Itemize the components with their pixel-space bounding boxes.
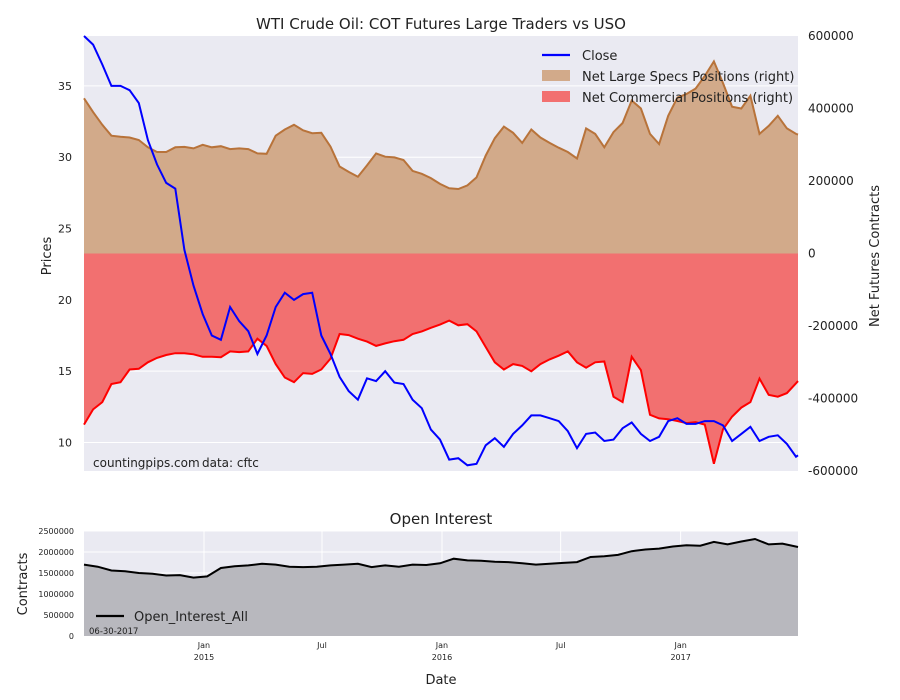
oi-legend: Open_Interest_All — [96, 610, 248, 625]
oi-x-tick-label: Jan — [435, 641, 448, 650]
series-line-close — [83, 35, 799, 467]
right-y-axis-label: Net Futures Contracts — [868, 185, 883, 327]
right-y-tick-label: -200000 — [808, 319, 858, 333]
legend-label-close: Close — [582, 49, 617, 64]
oi-y-tick-label: 2500000 — [38, 527, 74, 536]
legend-label-commercial: Net Commercial Positions (right) — [582, 91, 793, 106]
legend-swatch-commercial — [542, 91, 570, 102]
series-line-open-interest — [83, 537, 799, 579]
right-y-tick-label: 0 — [808, 247, 816, 261]
series-area-net-large-specs — [84, 61, 798, 254]
legend-swatch-specs — [542, 70, 570, 81]
left-y-tick-label: 15 — [58, 365, 72, 378]
left-y-tick-label: 30 — [58, 151, 72, 164]
watermark-source: data: cftc — [202, 456, 259, 470]
oi-date-note: 06-30-2017 — [89, 627, 138, 637]
legend-label-open-interest: Open_Interest_All — [134, 610, 248, 625]
left-y-tick-label: 35 — [58, 80, 72, 93]
oi-x-ticks: Jan 2015 Jul Jan 2016 Jul Jan 2017 — [194, 641, 691, 662]
oi-x-tick-label: Jan — [673, 641, 686, 650]
watermark-site: countingpips.com — [93, 456, 200, 470]
left-y-tick-label: 25 — [58, 223, 72, 236]
oi-y-axis-label: Contracts — [16, 552, 31, 615]
series-line-net-large-specs — [83, 59, 799, 191]
oi-x-tick-sublabel: 2015 — [194, 653, 214, 662]
oi-area-series — [83, 537, 799, 636]
oi-y-tick-label: 1500000 — [38, 569, 74, 578]
main-line-series — [83, 35, 799, 467]
main-area-series — [84, 61, 798, 464]
right-y-tick-label: 400000 — [808, 102, 854, 116]
oi-y-tick-label: 1000000 — [38, 590, 74, 599]
left-y-axis-label: Prices — [40, 237, 55, 276]
oi-x-tick-sublabel: 2017 — [670, 653, 690, 662]
left-y-tick-label: 20 — [58, 294, 72, 307]
oi-x-tick-sublabel: 2016 — [432, 653, 452, 662]
oi-y-ticks: 0 500000 1000000 1500000 2000000 2500000 — [38, 527, 74, 641]
oi-y-tick-label: 500000 — [43, 611, 74, 620]
main-legend: Close Net Large Specs Positions (right) … — [542, 49, 794, 106]
oi-y-tick-label: 2000000 — [38, 548, 74, 557]
right-y-tick-label: 200000 — [808, 174, 854, 188]
right-y-tick-label: -600000 — [808, 464, 858, 478]
oi-x-tick-label: Jul — [316, 641, 327, 650]
right-y-tick-label: 600000 — [808, 29, 854, 43]
series-area-open-interest — [84, 539, 798, 636]
oi-x-tick-label: Jul — [555, 641, 566, 650]
left-y-tick-label: 10 — [58, 436, 72, 449]
series-area-net-commercial — [84, 253, 798, 464]
oi-x-axis-label: Date — [425, 673, 456, 688]
oi-y-tick-label: 0 — [69, 632, 74, 641]
right-y-tick-label: -400000 — [808, 392, 858, 406]
oi-title: Open Interest — [390, 510, 493, 528]
oi-x-tick-label: Jan — [197, 641, 210, 650]
right-y-ticks: -600000 -400000 -200000 0 200000 400000 600000 — [808, 29, 858, 478]
main-title: WTI Crude Oil: COT Futures Large Traders… — [256, 15, 626, 33]
legend-label-specs: Net Large Specs Positions (right) — [582, 70, 794, 85]
left-y-ticks: 10 15 20 25 30 35 — [58, 80, 72, 450]
